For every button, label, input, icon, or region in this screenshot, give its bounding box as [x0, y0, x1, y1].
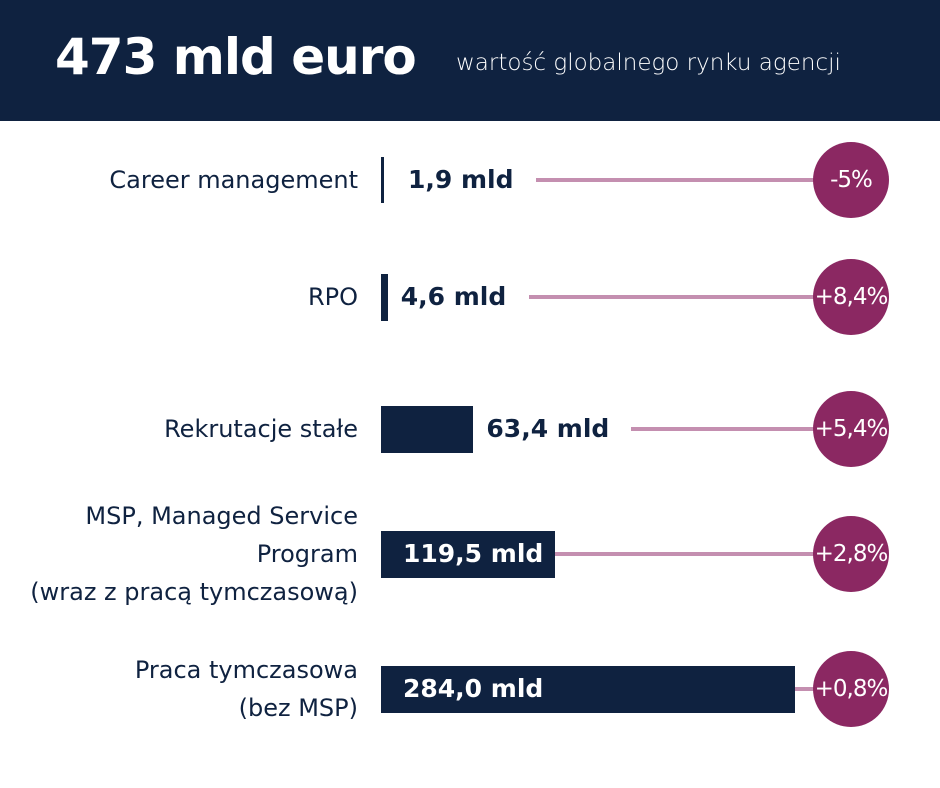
category-label-line: Praca tymczasowa: [134, 656, 358, 684]
connector-line: [555, 552, 820, 556]
total-value: 473 mld euro: [55, 28, 417, 86]
category-label-line: Program: [256, 540, 358, 568]
bar: [381, 273, 388, 321]
category-label: Career management: [109, 161, 358, 199]
category-label: Praca tymczasowa (bez MSP): [135, 651, 358, 727]
category-label: Rekrutacje stałe: [164, 410, 358, 448]
value-label: 1,9 mld: [408, 165, 514, 194]
category-label-line: RPO: [307, 283, 358, 311]
bar: [381, 665, 795, 713]
bar: [381, 530, 556, 578]
value-label: 4,6 mld: [400, 282, 507, 311]
growth-badge: -5%: [813, 142, 889, 218]
category-label-line: (bez MSP): [238, 694, 358, 722]
category-label-line: MSP, Managed Service: [85, 502, 358, 530]
connector-line: [536, 178, 820, 182]
connector-line: [631, 427, 820, 431]
connector-line: [795, 687, 820, 691]
growth-badge: +2,8%: [813, 516, 889, 592]
value-label: 63,4 mld: [486, 414, 610, 443]
growth-badge: +5,4%: [813, 391, 889, 467]
category-label-line: Rekrutacje stałe: [164, 415, 358, 443]
growth-badge: +8,4%: [813, 259, 889, 335]
growth-badge: +0,8%: [813, 651, 889, 727]
header-banner: 473 mld euro wartość globalnego rynku ag…: [0, 0, 940, 121]
bar: [381, 405, 474, 453]
value-label: 284,0 mld: [403, 674, 544, 703]
bar: [381, 157, 384, 203]
value-label: 119,5 mld: [403, 539, 544, 568]
category-label-line: Career management: [109, 166, 358, 194]
total-description: wartość globalnego rynku agencji: [456, 50, 841, 76]
category-label: RPO: [308, 278, 358, 316]
connector-line: [528, 295, 820, 299]
category-label-line: (wraz z pracą tymczasową): [30, 578, 358, 606]
category-label: MSP, Managed Service Program (wraz z pracą…: [30, 497, 358, 611]
